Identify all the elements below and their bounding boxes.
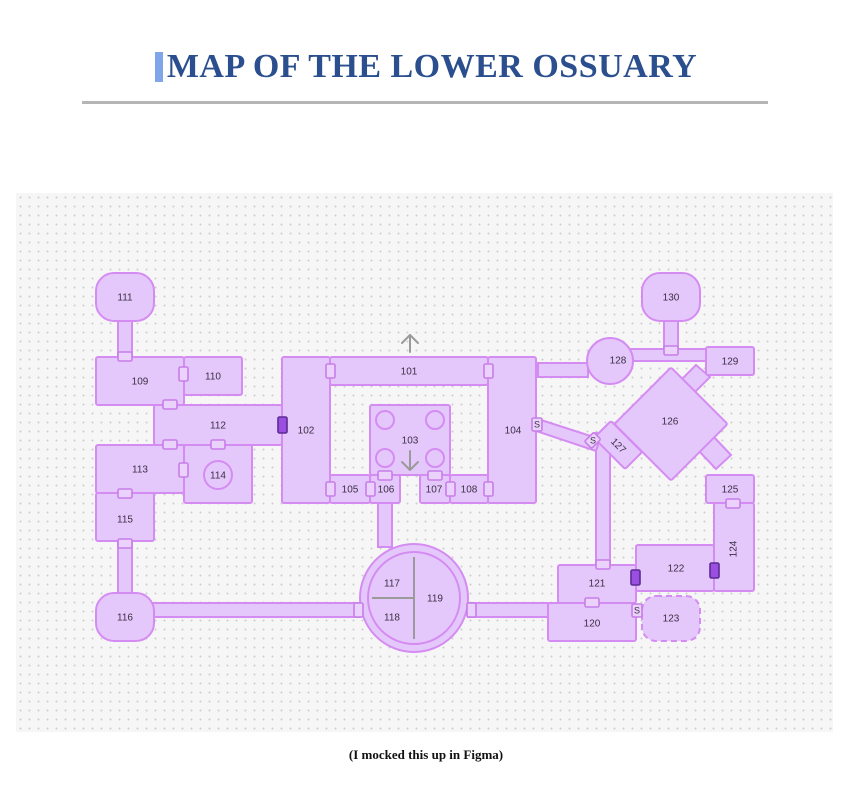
svg-text:S: S (590, 435, 596, 445)
room-label: 101 (401, 367, 418, 378)
room-label: 107 (426, 485, 443, 496)
room-label: 117 (384, 579, 400, 590)
corridor-104-128 (537, 362, 589, 378)
door[interactable] (445, 481, 456, 497)
door[interactable] (483, 481, 494, 497)
page-title-text: MAP OF THE LOWER OSSUARY (166, 48, 698, 85)
room-label: 126 (662, 417, 679, 428)
corridor-115-116 (117, 540, 133, 597)
room-103-pillar (425, 410, 445, 430)
secret-door[interactable]: S (531, 417, 543, 432)
secret-door[interactable]: S (631, 603, 643, 618)
door[interactable] (595, 559, 611, 570)
door[interactable] (178, 366, 189, 382)
room-label: 104 (505, 426, 522, 437)
door[interactable] (663, 345, 679, 356)
door[interactable] (353, 602, 364, 618)
door[interactable] (584, 597, 600, 608)
room-label: 118 (384, 613, 400, 624)
room-label: 119 (427, 594, 443, 605)
door[interactable] (162, 399, 178, 410)
map-canvas: S S S 111 109 110 112 113 114 115 116 10… (16, 193, 833, 732)
door[interactable] (117, 351, 133, 362)
room-114-pillar (203, 460, 233, 490)
title-area: MAP OF THE LOWER OSSUARY (0, 48, 852, 86)
room-label: 120 (584, 619, 601, 630)
door[interactable] (466, 602, 477, 618)
room-111 (95, 272, 155, 322)
room-128 (586, 337, 634, 385)
room-label: 122 (668, 564, 685, 575)
room-127 (593, 420, 643, 470)
arrow-down-icon (401, 450, 419, 471)
room-103-pillar (375, 410, 395, 430)
room-label: 114 (210, 471, 226, 482)
text-cursor-marker (154, 52, 163, 82)
room-label: 113 (132, 465, 148, 476)
room-label: 116 (117, 613, 133, 624)
corridor-106-119 (377, 502, 393, 548)
door[interactable] (117, 538, 133, 549)
room-label: 102 (298, 426, 315, 437)
locked-door[interactable] (630, 569, 641, 586)
door[interactable] (117, 488, 133, 499)
room-126 (614, 367, 728, 481)
room-label: 125 (722, 485, 739, 496)
door[interactable] (365, 481, 376, 497)
room-label: 110 (205, 372, 221, 383)
door[interactable] (325, 481, 336, 497)
room-label: 124 (729, 540, 740, 557)
door[interactable] (162, 439, 178, 450)
door[interactable] (377, 470, 393, 481)
locked-door[interactable] (709, 562, 720, 579)
room-103-pillar (425, 448, 445, 468)
room-label: 129 (722, 357, 739, 368)
room-label: 123 (663, 614, 680, 625)
room-label: 121 (589, 579, 606, 590)
door[interactable] (725, 498, 741, 509)
room-label: 130 (663, 293, 680, 304)
page-title: MAP OF THE LOWER OSSUARY (154, 48, 698, 86)
room-103-pillar (375, 448, 395, 468)
room-130 (641, 272, 701, 322)
door[interactable] (483, 363, 494, 379)
locked-door[interactable] (277, 416, 288, 434)
room-label: 112 (210, 421, 226, 432)
secret-door[interactable]: S (584, 432, 601, 449)
room-label: 111 (117, 293, 133, 304)
door[interactable] (325, 363, 336, 379)
room-label: 106 (378, 485, 395, 496)
dungeon-map: S S S 111 109 110 112 113 114 115 116 10… (95, 272, 755, 653)
room-123 (641, 595, 701, 642)
svg-text:S: S (634, 605, 640, 615)
corridor-116-119 (147, 602, 361, 618)
corridor-119-120 (467, 602, 549, 618)
svg-text:S: S (534, 419, 540, 429)
title-divider (82, 101, 768, 104)
arrow-up-icon (401, 334, 419, 353)
room-label: 103 (402, 436, 419, 447)
room-label: 109 (132, 377, 149, 388)
room-label: 128 (610, 356, 627, 367)
room-label: 108 (461, 485, 478, 496)
door[interactable] (210, 439, 226, 450)
figure-caption: (I mocked this up in Figma) (348, 747, 504, 762)
room-label: 115 (117, 515, 133, 526)
room-116 (95, 592, 155, 642)
room-label: 105 (342, 485, 359, 496)
room-129 (705, 346, 755, 376)
door[interactable] (427, 470, 443, 481)
door[interactable] (178, 462, 189, 478)
